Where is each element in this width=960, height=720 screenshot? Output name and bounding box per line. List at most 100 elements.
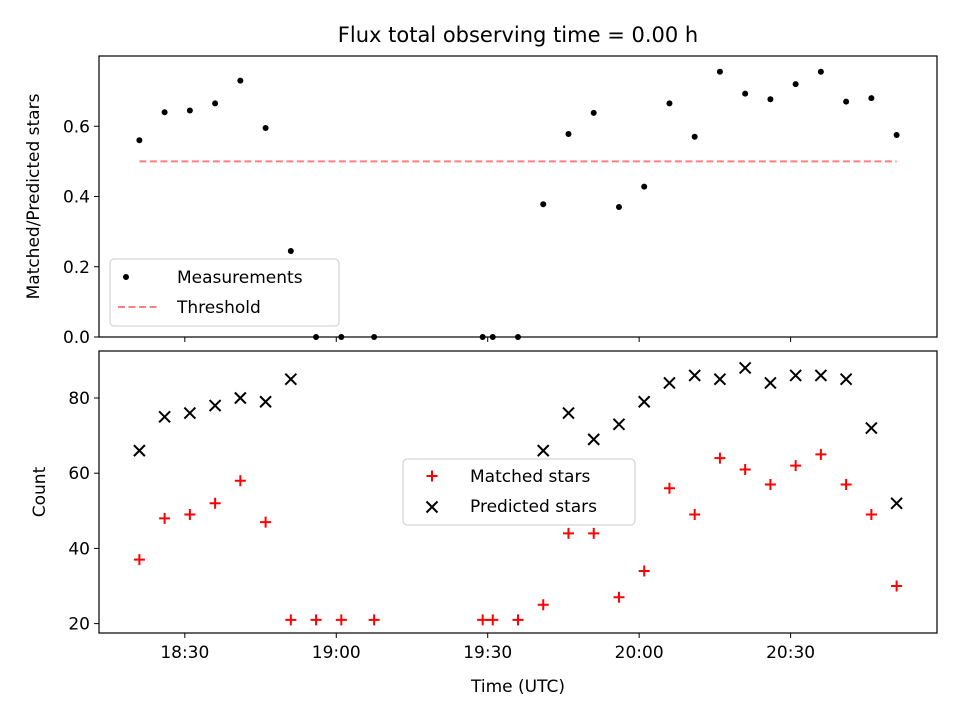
matched-star-point <box>285 614 297 626</box>
matched-star-point <box>368 614 380 626</box>
matched-star-point <box>739 463 751 475</box>
measurement-point <box>742 90 749 97</box>
measurement-point <box>843 98 850 105</box>
measurement-point <box>287 247 294 254</box>
measurement-point <box>615 204 622 211</box>
measurement-point <box>212 100 219 107</box>
predicted-star-point <box>713 372 727 386</box>
series-predicted-stars <box>133 361 903 510</box>
x-tick-label: 19:00 <box>312 643 361 663</box>
measurement-point <box>767 96 774 103</box>
measurement-point <box>123 274 129 280</box>
x-tick-label: 20:30 <box>766 643 815 663</box>
matched-star-point <box>790 460 802 472</box>
predicted-star-point <box>789 369 802 382</box>
predicted-star-point <box>738 361 752 375</box>
y-axis-label: Count <box>30 466 50 517</box>
legend: Matched stars Predicted stars <box>402 458 636 526</box>
measurement-point <box>313 334 320 340</box>
predicted-star-point <box>688 369 701 382</box>
predicted-star-point <box>234 391 247 405</box>
predicted-star-point <box>425 500 439 514</box>
y-tick-label: 0.6 <box>63 117 90 137</box>
legend: Measurements Threshold <box>109 258 340 327</box>
measurement-point <box>716 68 723 75</box>
matched-star-point <box>133 554 145 566</box>
measurement-point <box>565 130 572 137</box>
legend-label: Predicted stars <box>470 497 597 517</box>
matched-star-point <box>477 614 489 626</box>
matched-star-point <box>891 580 903 592</box>
y-tick-label: 0.4 <box>63 188 90 208</box>
predicted-star-point <box>133 444 146 457</box>
series-measurements <box>136 68 900 340</box>
matched-star-point <box>815 448 827 460</box>
measurement-point <box>666 100 673 107</box>
matched-star-point <box>184 509 196 521</box>
predicted-star-point <box>158 410 171 424</box>
predicted-star-point <box>284 372 298 386</box>
chart-title: Flux total observing time = 0.00 h <box>338 23 698 47</box>
matched-star-point <box>537 599 549 611</box>
predicted-star-point <box>537 444 550 457</box>
matched-star-point <box>840 478 852 490</box>
predicted-star-point <box>839 372 853 386</box>
matched-star-point <box>487 614 499 626</box>
matched-star-point <box>512 614 524 626</box>
y-tick-label: 60 <box>68 464 90 484</box>
measurement-point <box>641 183 648 190</box>
legend-label: Matched stars <box>470 467 590 487</box>
x-axis-label: Time (UTC) <box>470 677 565 697</box>
matched-star-point <box>260 516 272 528</box>
measurement-point <box>489 334 496 340</box>
measurement-point <box>479 334 486 340</box>
predicted-star-point <box>637 395 651 408</box>
legend-box <box>402 458 636 526</box>
predicted-star-point <box>587 433 600 446</box>
matched-star-point <box>562 527 574 539</box>
measurement-point <box>186 107 193 114</box>
y-axis-label: Matched/Predicted stars <box>24 93 44 299</box>
measurement-point <box>817 68 824 75</box>
measurement-point <box>792 81 799 88</box>
y-tick-label: 0.0 <box>63 328 90 348</box>
matched-star-point <box>426 470 438 482</box>
measurement-point <box>371 334 378 340</box>
legend-label: Measurements <box>177 268 303 288</box>
matched-star-point <box>638 565 650 577</box>
x-tick-label: 18:30 <box>160 643 209 663</box>
predicted-star-point <box>259 395 272 408</box>
legend-box <box>109 258 340 327</box>
measurement-point <box>893 132 900 139</box>
series-matched-stars <box>133 448 903 626</box>
y-tick-label: 80 <box>68 389 90 409</box>
measurement-point <box>590 109 597 116</box>
predicted-star-point <box>865 421 878 435</box>
plot-frame <box>98 350 938 634</box>
matched-star-point <box>159 512 171 524</box>
measurement-point <box>515 334 521 340</box>
x-tick-label: 20:00 <box>615 643 664 663</box>
measurement-point <box>338 334 345 340</box>
matched-star-point <box>234 475 246 487</box>
predicted-star-point <box>208 399 222 412</box>
y-tick-label: 20 <box>68 615 90 635</box>
count-panel: 20 40 60 80 18:30 19:00 19:30 20:00 20:30 Count Ma… <box>30 350 938 663</box>
measurement-point <box>540 201 547 208</box>
matched-star-point <box>209 497 221 509</box>
matched-star-point <box>865 509 877 521</box>
y-tick-label: 40 <box>68 539 90 559</box>
x-tick-label: 19:30 <box>463 643 512 663</box>
measurement-point <box>262 125 269 132</box>
predicted-star-point <box>663 376 676 390</box>
measurement-point <box>691 133 698 140</box>
predicted-star-point <box>612 418 626 431</box>
matched-star-point <box>663 482 675 494</box>
matched-star-point <box>613 591 625 603</box>
legend-label: Threshold <box>176 298 261 318</box>
y-tick-label: 0.2 <box>63 258 90 278</box>
measurement-point <box>868 95 875 102</box>
matched-star-point <box>335 614 347 626</box>
ratio-panel: 0.0 0.2 0.4 0.6 Matched/Predicted stars Measu… <box>24 55 938 348</box>
